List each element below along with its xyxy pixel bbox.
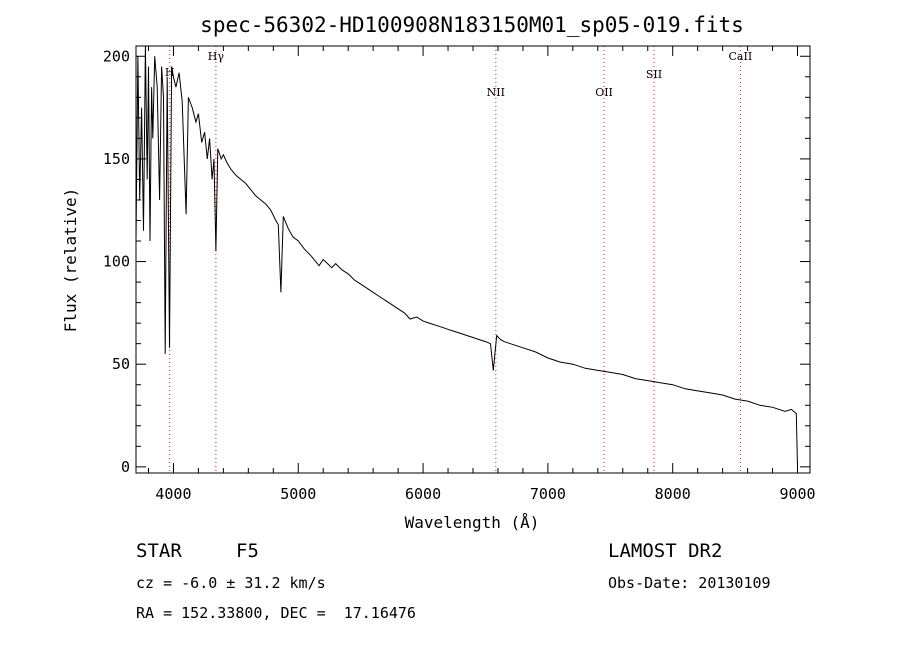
plot-frame — [135, 45, 811, 474]
coordinates: RA = 152.33800, DEC = 17.16476 — [136, 604, 416, 622]
spectrum-line — [135, 45, 798, 467]
y-tick-label: 0 — [121, 458, 130, 476]
y-tick-label: 50 — [112, 355, 130, 373]
spectral-lines-layer: H Hγ NII OII SII CaII — [165, 46, 752, 473]
y-tick-label: 150 — [103, 150, 130, 168]
survey-label: LAMOST DR2 — [608, 540, 723, 562]
cz-value: cz = -6.0 ± 31.2 km/s — [136, 574, 326, 592]
ticks-layer: 4000 5000 6000 7000 8000 9000 0 50 100 150 200 — [103, 46, 816, 503]
x-tick-label: 5000 — [280, 485, 316, 503]
y-tick-label: 200 — [103, 47, 130, 65]
subclass: F5 — [236, 540, 259, 562]
spectral-line-label: H — [165, 66, 175, 79]
x-tick-label: 7000 — [530, 485, 566, 503]
object-class: STAR — [136, 540, 182, 562]
x-tick-label: 6000 — [405, 485, 441, 503]
obs-date: Obs-Date: 20130109 — [608, 574, 771, 592]
y-axis-label: Flux (relative) — [61, 188, 80, 333]
chart-title: spec-56302-HD100908N183150M01_sp05-019.f… — [200, 13, 744, 37]
spectral-line-label: Hγ — [208, 50, 225, 63]
spectral-line-label: CaII — [729, 50, 753, 63]
x-axis-label: Wavelength (Å) — [405, 513, 540, 532]
x-tick-label: 8000 — [655, 485, 691, 503]
x-tick-label: 4000 — [155, 485, 191, 503]
y-tick-label: 100 — [103, 253, 130, 271]
spectral-line-label: SII — [646, 68, 662, 81]
spectral-line-label: NII — [487, 86, 505, 99]
series-layer — [135, 45, 798, 467]
x-tick-label: 9000 — [779, 485, 815, 503]
spectral-line-label: OII — [595, 86, 613, 99]
